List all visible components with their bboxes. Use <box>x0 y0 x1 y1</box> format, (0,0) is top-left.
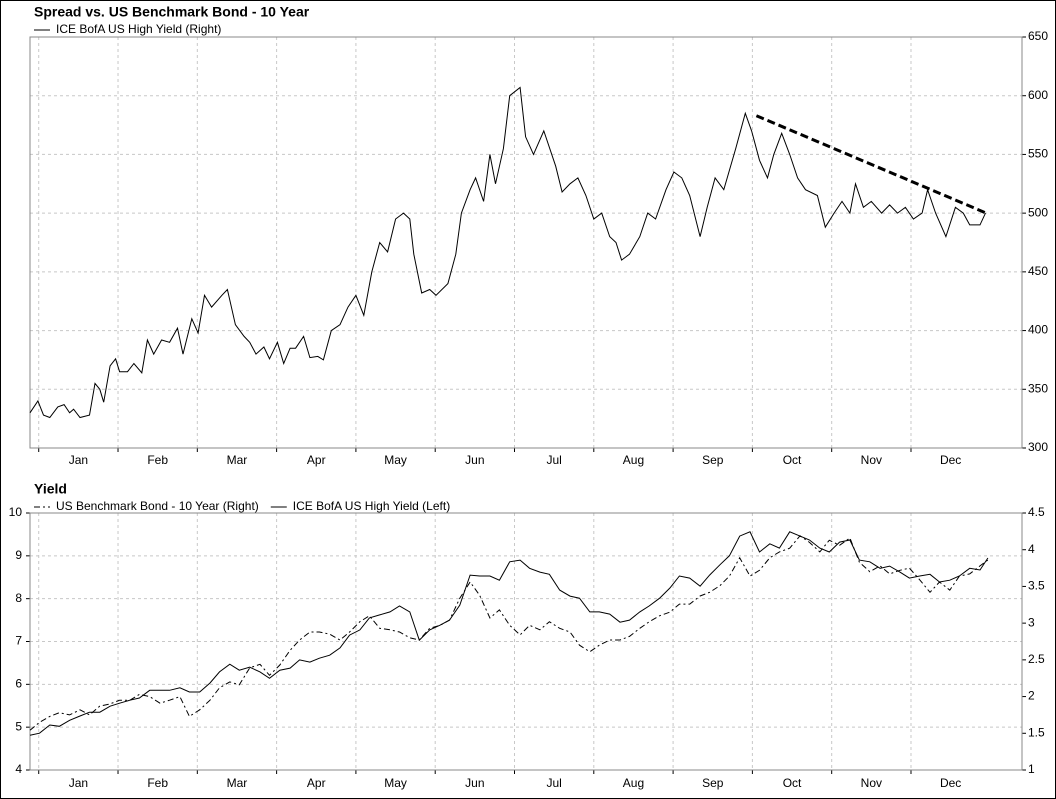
x-tick-label: Sep <box>702 453 724 467</box>
x-tick-label: Apr <box>307 776 326 790</box>
x-tick-label: May <box>384 453 407 467</box>
x-tick-label: Apr <box>307 453 326 467</box>
x-tick-label: Mar <box>227 453 248 467</box>
trend-line <box>755 114 987 215</box>
y-tick-label: 550 <box>1028 147 1048 161</box>
x-tick-label: Jul <box>546 453 561 467</box>
y-tick-label: 600 <box>1028 88 1048 102</box>
series-line <box>29 535 989 731</box>
y-tick-label: 350 <box>1028 381 1048 395</box>
y-tick-label: 8 <box>15 591 22 605</box>
y2-tick-label: 1 <box>1028 762 1035 776</box>
x-tick-label: Feb <box>147 776 168 790</box>
series-line <box>29 86 986 419</box>
y-tick-label: 5 <box>15 719 22 733</box>
legend-label: ICE BofA US High Yield (Right) <box>56 22 221 36</box>
plot-frame <box>29 36 1023 449</box>
y-tick-label: 7 <box>15 634 22 648</box>
y-tick-label: 10 <box>9 505 23 519</box>
chart-title: Yield <box>34 481 67 497</box>
y2-tick-label: 1.5 <box>1028 725 1045 739</box>
y-tick-label: 450 <box>1028 264 1048 278</box>
y-tick-label: 650 <box>1028 29 1048 43</box>
y2-tick-label: 2 <box>1028 689 1035 703</box>
x-tick-label: Aug <box>623 776 644 790</box>
y2-tick-label: 3 <box>1028 615 1035 629</box>
x-tick-label: Jan <box>69 453 88 467</box>
x-tick-label: Jun <box>465 776 484 790</box>
x-tick-label: Jun <box>465 453 484 467</box>
x-tick-label: Dec <box>940 776 961 790</box>
series-line <box>29 531 989 736</box>
x-tick-label: Jul <box>546 776 561 790</box>
y2-tick-label: 4 <box>1028 542 1035 556</box>
x-tick-label: Dec <box>940 453 961 467</box>
x-tick-label: May <box>384 776 407 790</box>
chart-title: Spread vs. US Benchmark Bond - 10 Year <box>34 4 310 20</box>
x-tick-label: Oct <box>783 453 802 467</box>
x-tick-label: Mar <box>227 776 248 790</box>
y-tick-label: 500 <box>1028 205 1048 219</box>
x-tick-label: Nov <box>861 453 882 467</box>
legend-label: ICE BofA US High Yield (Left) <box>293 499 450 513</box>
y-tick-label: 9 <box>15 548 22 562</box>
y2-tick-label: 4.5 <box>1028 505 1045 519</box>
y-tick-label: 6 <box>15 677 22 691</box>
x-tick-label: Feb <box>147 453 168 467</box>
x-tick-label: Sep <box>702 776 724 790</box>
x-tick-label: Jan <box>69 776 88 790</box>
x-tick-label: Aug <box>623 453 644 467</box>
y2-tick-label: 2.5 <box>1028 652 1045 666</box>
plot-frame <box>29 512 1023 771</box>
y-tick-label: 300 <box>1028 440 1048 454</box>
y-tick-label: 400 <box>1028 323 1048 337</box>
y2-tick-label: 3.5 <box>1028 579 1045 593</box>
x-tick-label: Nov <box>861 776 882 790</box>
x-tick-label: Oct <box>783 776 802 790</box>
legend-label: US Benchmark Bond - 10 Year (Right) <box>56 499 259 513</box>
y-tick-label: 4 <box>15 762 22 776</box>
